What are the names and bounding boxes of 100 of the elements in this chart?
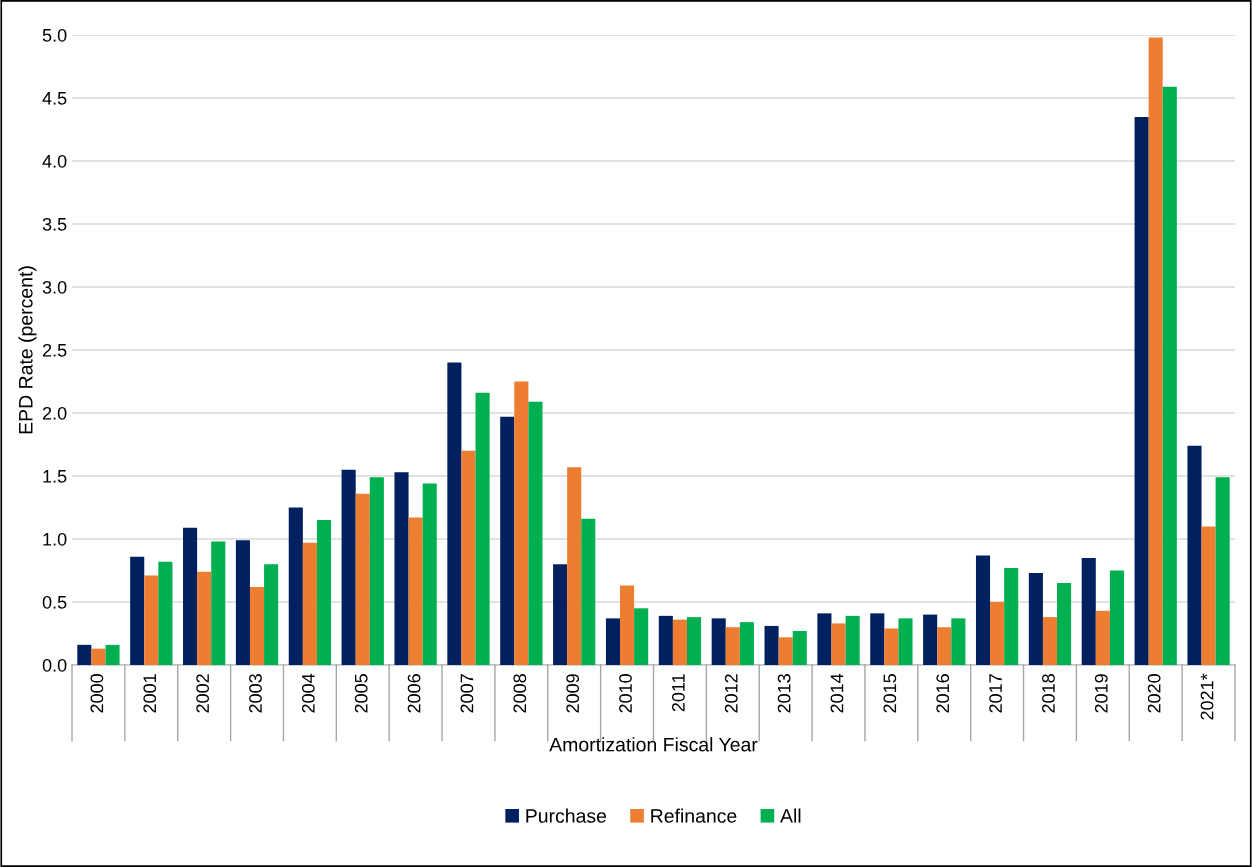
- bar: [553, 564, 568, 665]
- y-tick-label: 5.0: [42, 28, 67, 42]
- bar: [316, 520, 332, 665]
- bar: [130, 556, 145, 665]
- bar: [211, 541, 226, 665]
- x-tick-label: 2011: [671, 674, 685, 712]
- x-tick-label: 2014: [830, 673, 844, 713]
- x-tick-label: 2006: [407, 674, 421, 713]
- bar: [831, 623, 846, 665]
- x-tick-label: 2003: [249, 674, 262, 713]
- bar: [475, 392, 490, 665]
- bar: [711, 618, 726, 665]
- bar: [817, 613, 832, 665]
- bar: [158, 561, 173, 665]
- bar: [658, 615, 673, 665]
- bar: [725, 627, 740, 665]
- bar: [105, 644, 120, 665]
- x-tick-label: 2008: [513, 674, 527, 713]
- x-tick-label: 2015: [883, 674, 897, 713]
- x-tick-label: 2016: [936, 674, 950, 713]
- bar: [845, 615, 860, 665]
- bar: [500, 416, 515, 665]
- bar: [1201, 526, 1216, 665]
- bar: [528, 401, 543, 665]
- bar: [1004, 567, 1019, 665]
- bar: [1187, 445, 1202, 665]
- bar: [1134, 116, 1149, 665]
- bar: [923, 614, 938, 665]
- x-tick-label: 2017: [989, 674, 1002, 713]
- legend-label: Purchase: [526, 808, 607, 823]
- x-tick-label: 2019: [1094, 674, 1108, 713]
- bar: [1028, 573, 1043, 665]
- bar: [447, 362, 462, 665]
- y-tick-label: 2.0: [42, 406, 67, 420]
- bar: [937, 627, 952, 665]
- bar: [514, 381, 529, 665]
- y-tick-label: 2.5: [42, 343, 67, 357]
- bar: [672, 619, 687, 665]
- bar: [1148, 37, 1163, 665]
- y-tick-label: 4.0: [42, 154, 67, 168]
- bar: [792, 630, 807, 665]
- bar: [870, 613, 885, 665]
- y-tick-label: 0.5: [42, 595, 67, 609]
- bar: [369, 477, 384, 665]
- legend-label: All: [780, 808, 801, 823]
- bar: [605, 618, 621, 665]
- bar: [355, 493, 370, 665]
- y-tick-label: 4.5: [42, 92, 67, 105]
- bar: [144, 575, 159, 665]
- bar: [975, 555, 991, 665]
- x-tick-label: 2002: [196, 674, 210, 713]
- bar: [1162, 86, 1177, 665]
- x-tick-label: 2013: [777, 674, 791, 713]
- bar: [302, 542, 317, 665]
- bar: [235, 540, 250, 665]
- bar: [739, 622, 754, 665]
- bar: [91, 648, 106, 665]
- bar: [567, 467, 582, 665]
- bar: [1109, 570, 1124, 665]
- bar: [1057, 583, 1072, 665]
- bar: [990, 602, 1005, 665]
- y-tick-label: 1.5: [43, 470, 67, 483]
- bar: [288, 507, 303, 665]
- x-tick-label: 2001: [143, 674, 157, 713]
- x-axis-title: Amortization Fiscal Year: [549, 737, 758, 752]
- bar: [686, 617, 702, 665]
- legend-label: Refinance: [651, 808, 737, 823]
- x-tick-label: 2020: [1147, 674, 1161, 713]
- bar: [620, 585, 635, 665]
- bar: [264, 564, 279, 665]
- bar: [764, 625, 779, 665]
- y-tick-label: 3.0: [42, 280, 67, 294]
- bar: [1215, 477, 1230, 665]
- x-tick-label: 2005: [354, 674, 368, 713]
- y-axis-title: EPD Rate (percent): [18, 266, 37, 434]
- x-tick-label: 2018: [1042, 674, 1055, 713]
- bar: [461, 450, 476, 665]
- bar: [394, 472, 409, 665]
- x-tick-label: 2012: [724, 674, 738, 713]
- bar: [951, 618, 966, 665]
- bar: [1081, 557, 1096, 665]
- x-tick-label: 2021*: [1200, 673, 1214, 720]
- bar: [634, 608, 649, 665]
- x-tick-label: 2007: [460, 674, 474, 713]
- x-tick-label: 2009: [566, 674, 580, 713]
- bar: [1095, 610, 1110, 665]
- bar: [778, 637, 793, 665]
- x-tick-label: 2000: [90, 674, 104, 713]
- bar: [408, 517, 423, 665]
- bar: [898, 618, 913, 665]
- bar: [422, 483, 437, 665]
- x-tick-label: 2010: [619, 674, 632, 713]
- bar: [197, 571, 212, 665]
- y-tick-label: 0.0: [42, 658, 67, 672]
- y-tick-label: 1.0: [43, 532, 67, 546]
- bar: [341, 469, 356, 665]
- bar: [581, 518, 596, 665]
- bar: [249, 586, 265, 665]
- bar: [884, 628, 899, 665]
- x-tick-label: 2004: [301, 673, 315, 713]
